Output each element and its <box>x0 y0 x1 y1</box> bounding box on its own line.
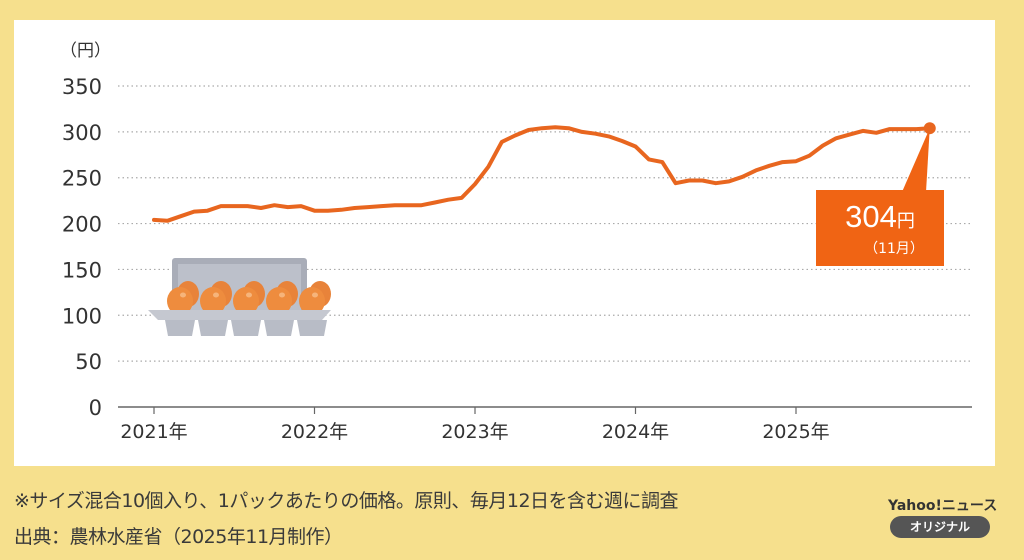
latest-value-callout: 304円 （11月） <box>816 128 944 266</box>
egg-highlight <box>279 292 285 298</box>
egg <box>233 287 259 315</box>
y-tick-label: 350 <box>62 75 102 99</box>
chart-card: 0 50 100 150 200 250 300 350 （円） 2021年 2022年 2023年 2… <box>14 20 995 466</box>
svg-text:304円: 304円 <box>845 199 915 234</box>
x-tick-label: 2023年 <box>441 421 508 443</box>
price-line-chart: 0 50 100 150 200 250 300 350 （円） 2021年 2022年 2023年 2… <box>60 41 972 443</box>
egg-carton-illustration <box>148 258 331 336</box>
egg-highlight <box>213 292 219 298</box>
egg-highlight <box>180 292 186 298</box>
carton-cup <box>165 320 195 336</box>
egg-highlight <box>246 292 252 298</box>
callout-month: （11月） <box>864 241 924 257</box>
y-tick-label: 50 <box>75 350 102 374</box>
egg <box>266 287 292 315</box>
carton-cup <box>231 320 261 336</box>
y-unit-label: （円） <box>60 41 111 61</box>
y-tick-label: 200 <box>62 213 102 237</box>
callout-value: 304 <box>845 199 897 234</box>
egg <box>167 287 193 315</box>
egg-highlight <box>312 292 318 298</box>
x-tick-label: 2021年 <box>120 421 187 443</box>
y-tick-label: 150 <box>62 258 102 282</box>
x-tick-label: 2024年 <box>602 421 669 443</box>
carton-cup <box>297 320 327 336</box>
carton-cup <box>198 320 228 336</box>
footnote: ※サイズ混合10個入り、1パックあたりの価格。原則、毎月12日を含む週に調査 <box>14 490 679 512</box>
data-points <box>153 127 930 221</box>
y-tick-label: 250 <box>62 167 102 191</box>
egg <box>200 287 226 315</box>
price-series-line <box>152 125 932 223</box>
source-credit: 出典：農林水産省（2025年11月制作） <box>14 526 343 548</box>
y-tick-label: 300 <box>62 121 102 145</box>
y-tick-label: 0 <box>89 396 102 420</box>
callout-unit: 円 <box>897 211 915 231</box>
carton-cup <box>264 320 294 336</box>
egg <box>299 287 325 315</box>
x-tick-label: 2022年 <box>281 421 348 443</box>
brand-logo: Yahoo!ニュース <box>888 498 998 514</box>
original-badge: オリジナル <box>890 516 990 538</box>
y-tick-label: 100 <box>62 304 102 328</box>
x-tick-label: 2025年 <box>762 421 829 443</box>
